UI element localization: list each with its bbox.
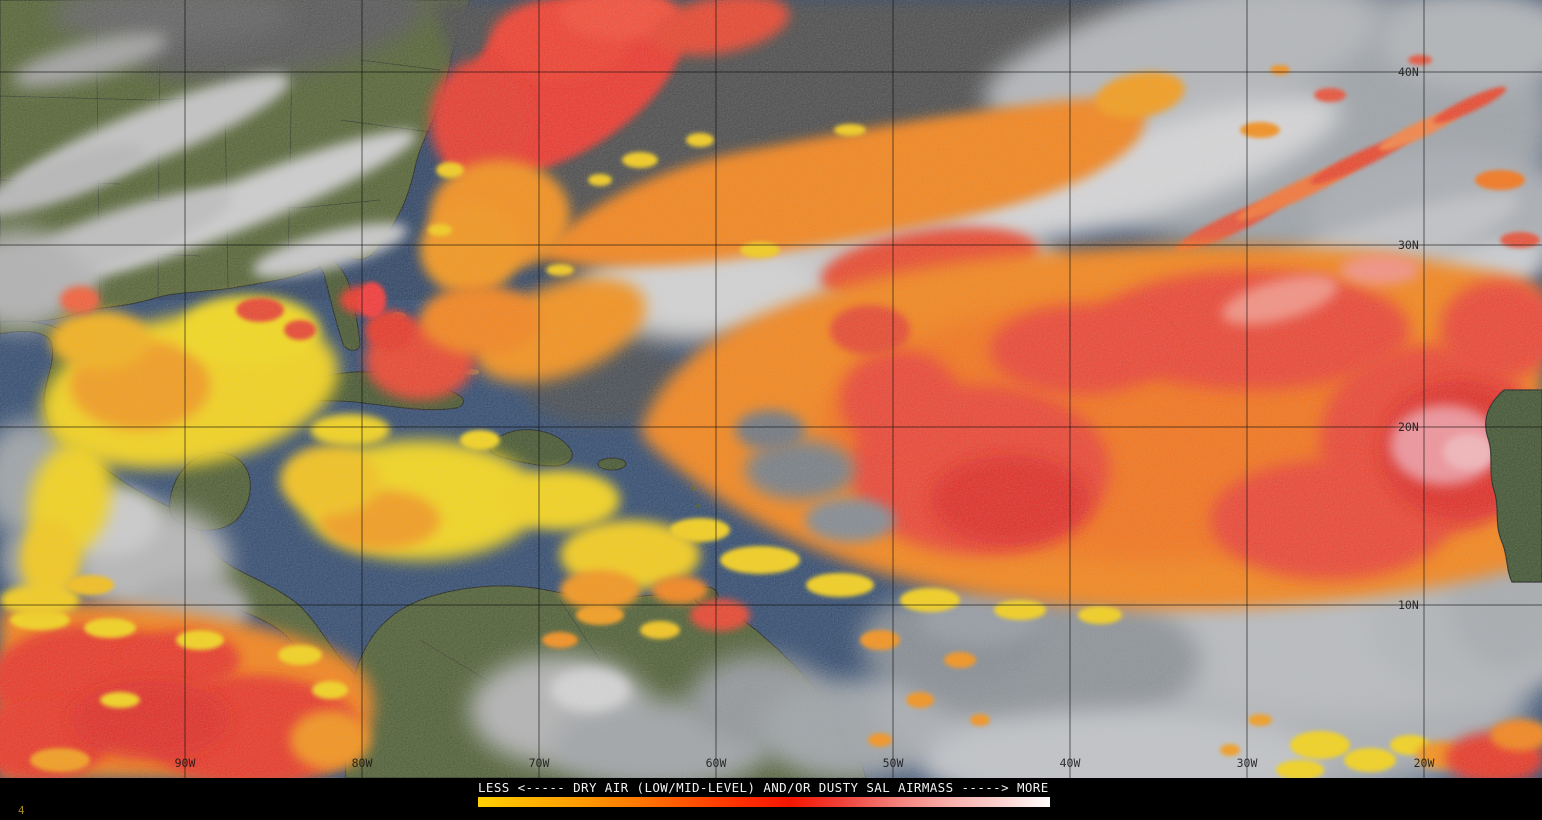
longitude-label: 60W xyxy=(706,756,727,770)
grid-overlay xyxy=(0,0,1542,778)
footer-bar: 4 LESS <----- DRY AIR (LOW/MID-LEVEL) AN… xyxy=(0,778,1542,820)
latitude-label: 10N xyxy=(1398,598,1419,612)
longitude-label: 40W xyxy=(1060,756,1081,770)
longitude-label: 80W xyxy=(352,756,373,770)
satellite-image: 40N 30N 20N 10N 90W 80W 70W 60W 50W 40W … xyxy=(0,0,1542,778)
longitude-label: 90W xyxy=(175,756,196,770)
latitude-label: 20N xyxy=(1398,420,1419,434)
colorbar xyxy=(478,797,1050,807)
latitude-label: 30N xyxy=(1398,238,1419,252)
product-caption: GOES-EAST: SAHARAN AIR LAYER TRACKING PR… xyxy=(420,807,1086,820)
frame-counter: 4 xyxy=(18,804,25,817)
longitude-label: 70W xyxy=(529,756,550,770)
longitude-label: 50W xyxy=(883,756,904,770)
longitude-label: 20W xyxy=(1414,756,1435,770)
legend-label: LESS <----- DRY AIR (LOW/MID-LEVEL) AND/… xyxy=(478,780,1049,795)
noise-overlay xyxy=(0,0,1542,778)
satellite-map: 40N 30N 20N 10N 90W 80W 70W 60W 50W 40W … xyxy=(0,0,1542,778)
latitude-label: 40N xyxy=(1398,65,1419,79)
grid-labels: 40N 30N 20N 10N 90W 80W 70W 60W 50W 40W … xyxy=(175,65,1435,770)
longitude-label: 30W xyxy=(1237,756,1258,770)
